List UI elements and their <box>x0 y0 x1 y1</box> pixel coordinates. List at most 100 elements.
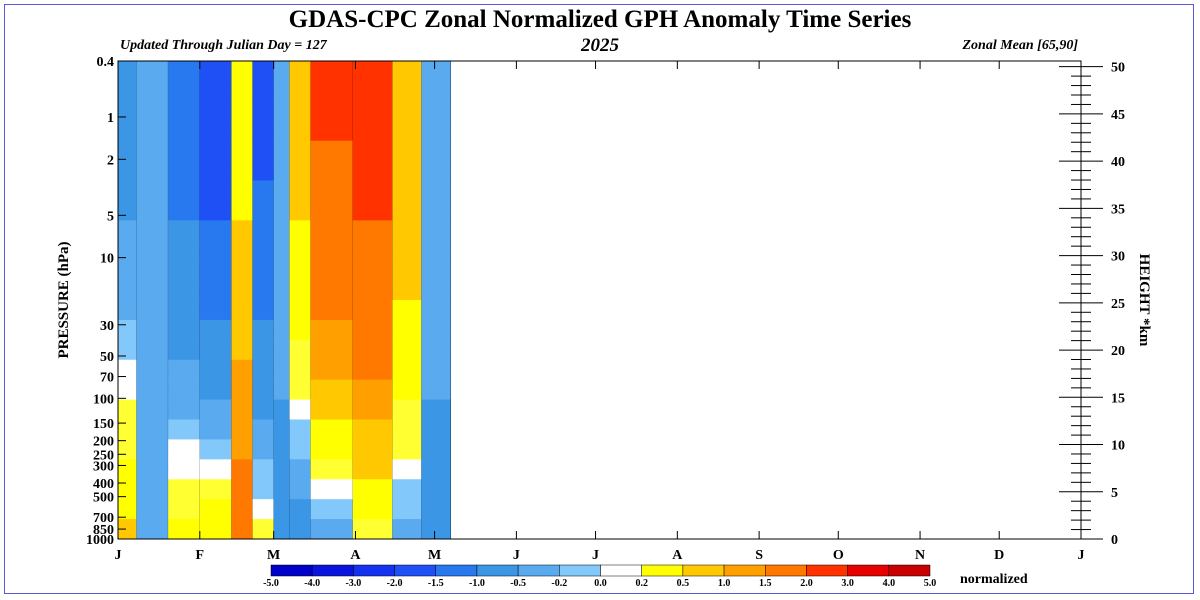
heatmap-cell <box>392 459 423 480</box>
heatmap-cell <box>392 260 423 281</box>
heatmap-cell <box>289 300 312 321</box>
heatmap-cell <box>168 180 201 202</box>
heatmap-cell <box>252 200 275 221</box>
heatmap-cell <box>118 499 138 520</box>
heatmap-cell <box>352 339 393 361</box>
heatmap-cell <box>289 359 312 381</box>
heatmap-cell <box>392 240 423 261</box>
heatmap-cell <box>136 459 169 480</box>
heatmap-cell <box>252 120 275 142</box>
x-tick-label: A <box>350 548 361 563</box>
heatmap-cell <box>289 339 312 361</box>
heatmap-cell <box>231 479 254 500</box>
heatmap-cell <box>231 120 254 142</box>
y-tick-label: 1000 <box>86 533 114 548</box>
heatmap-cell <box>289 379 312 401</box>
heatmap-cell <box>136 260 169 281</box>
heatmap-cell <box>231 379 254 401</box>
heatmap-cell <box>273 80 291 102</box>
heatmap-cell <box>252 339 275 361</box>
y-tick-label: 1 <box>107 111 114 126</box>
heatmap-cell <box>231 80 254 102</box>
x-tick-label: N <box>915 548 925 563</box>
colorbar-label: 1.5 <box>759 578 772 589</box>
heatmap-cell <box>273 379 291 401</box>
heatmap-cell <box>273 519 291 539</box>
heatmap-cell <box>352 300 393 321</box>
y-tick-label: 50 <box>100 350 114 365</box>
heatmap-cell <box>118 180 138 202</box>
colorbar-label: -5.0 <box>263 578 279 589</box>
y2-tick-label: 50 <box>1111 61 1125 76</box>
y2-tick-label: 5 <box>1111 486 1118 501</box>
heatmap-cell <box>310 180 354 202</box>
heatmap-cell <box>392 140 423 162</box>
heatmap-cell <box>273 339 291 361</box>
heatmap-cell <box>118 200 138 221</box>
y-tick-label: 0.4 <box>97 55 115 70</box>
heatmap-cell <box>118 240 138 261</box>
subtitle-year: 2025 <box>581 35 619 56</box>
heatmap-cell <box>352 140 393 162</box>
heatmap-cell <box>392 120 423 142</box>
heatmap-cell <box>199 280 233 301</box>
colorbar-swatch <box>765 564 807 577</box>
heatmap-cell <box>289 220 312 241</box>
heatmap-cell <box>273 300 291 321</box>
colorbar-swatch <box>847 564 890 577</box>
heatmap-cell <box>118 220 138 241</box>
y-tick-label: 500 <box>93 491 114 506</box>
heatmap-cell <box>421 160 452 182</box>
heatmap-cell <box>421 459 452 480</box>
colorbar-swatch <box>517 564 560 577</box>
y2-tick-label: 45 <box>1111 108 1125 123</box>
heatmap-cell <box>289 140 312 162</box>
heatmap-cell <box>168 160 201 182</box>
heatmap-cell <box>273 439 291 460</box>
heatmap-cell <box>273 260 291 281</box>
heatmap-cell <box>310 499 354 520</box>
heatmap-cell <box>199 399 233 421</box>
heatmap-cell <box>136 499 169 520</box>
y2-tick-label: 0 <box>1111 533 1118 548</box>
heatmap-cell <box>289 519 312 539</box>
heatmap-cell <box>199 200 233 221</box>
heatmap-cell <box>118 300 138 321</box>
heatmap-cell <box>392 100 423 122</box>
colorbar-label: 0.2 <box>635 578 648 589</box>
heatmap-cell <box>310 439 354 460</box>
heatmap-cell <box>310 220 354 241</box>
colorbar-swatch <box>806 564 848 577</box>
heatmap-cell <box>252 479 275 500</box>
heatmap-cell <box>136 160 169 182</box>
heatmap-cell <box>136 359 169 381</box>
colorbar-units: normalized <box>960 572 1028 587</box>
heatmap-cell <box>352 280 393 301</box>
heatmap-cell <box>289 120 312 142</box>
x-tick-label: J <box>513 548 520 563</box>
heatmap-cell <box>136 280 169 301</box>
heatmap-cell <box>168 359 201 381</box>
y-tick-label: 700 <box>93 511 114 526</box>
colorbar-label: -4.0 <box>304 578 320 589</box>
y-tick-label: 30 <box>100 319 114 334</box>
heatmap-cell <box>392 160 423 182</box>
heatmap-cell <box>273 399 291 421</box>
heatmap-cell <box>118 399 138 421</box>
heatmap-cell <box>136 519 169 539</box>
heatmap-cell <box>421 499 452 520</box>
heatmap-cell <box>421 61 452 82</box>
plot-border <box>117 60 1082 540</box>
heatmap-cell <box>118 120 138 142</box>
heatmap-cell <box>289 479 312 500</box>
heatmap-cell <box>421 100 452 122</box>
heatmap-cell <box>421 319 452 341</box>
heatmap-cell <box>231 439 254 460</box>
heatmap-cell <box>199 519 233 539</box>
heatmap-cell <box>168 319 201 341</box>
heatmap-cell <box>421 339 452 361</box>
heatmap-cell <box>136 399 169 421</box>
heatmap-cell <box>310 240 354 261</box>
heatmap-cell <box>421 260 452 281</box>
